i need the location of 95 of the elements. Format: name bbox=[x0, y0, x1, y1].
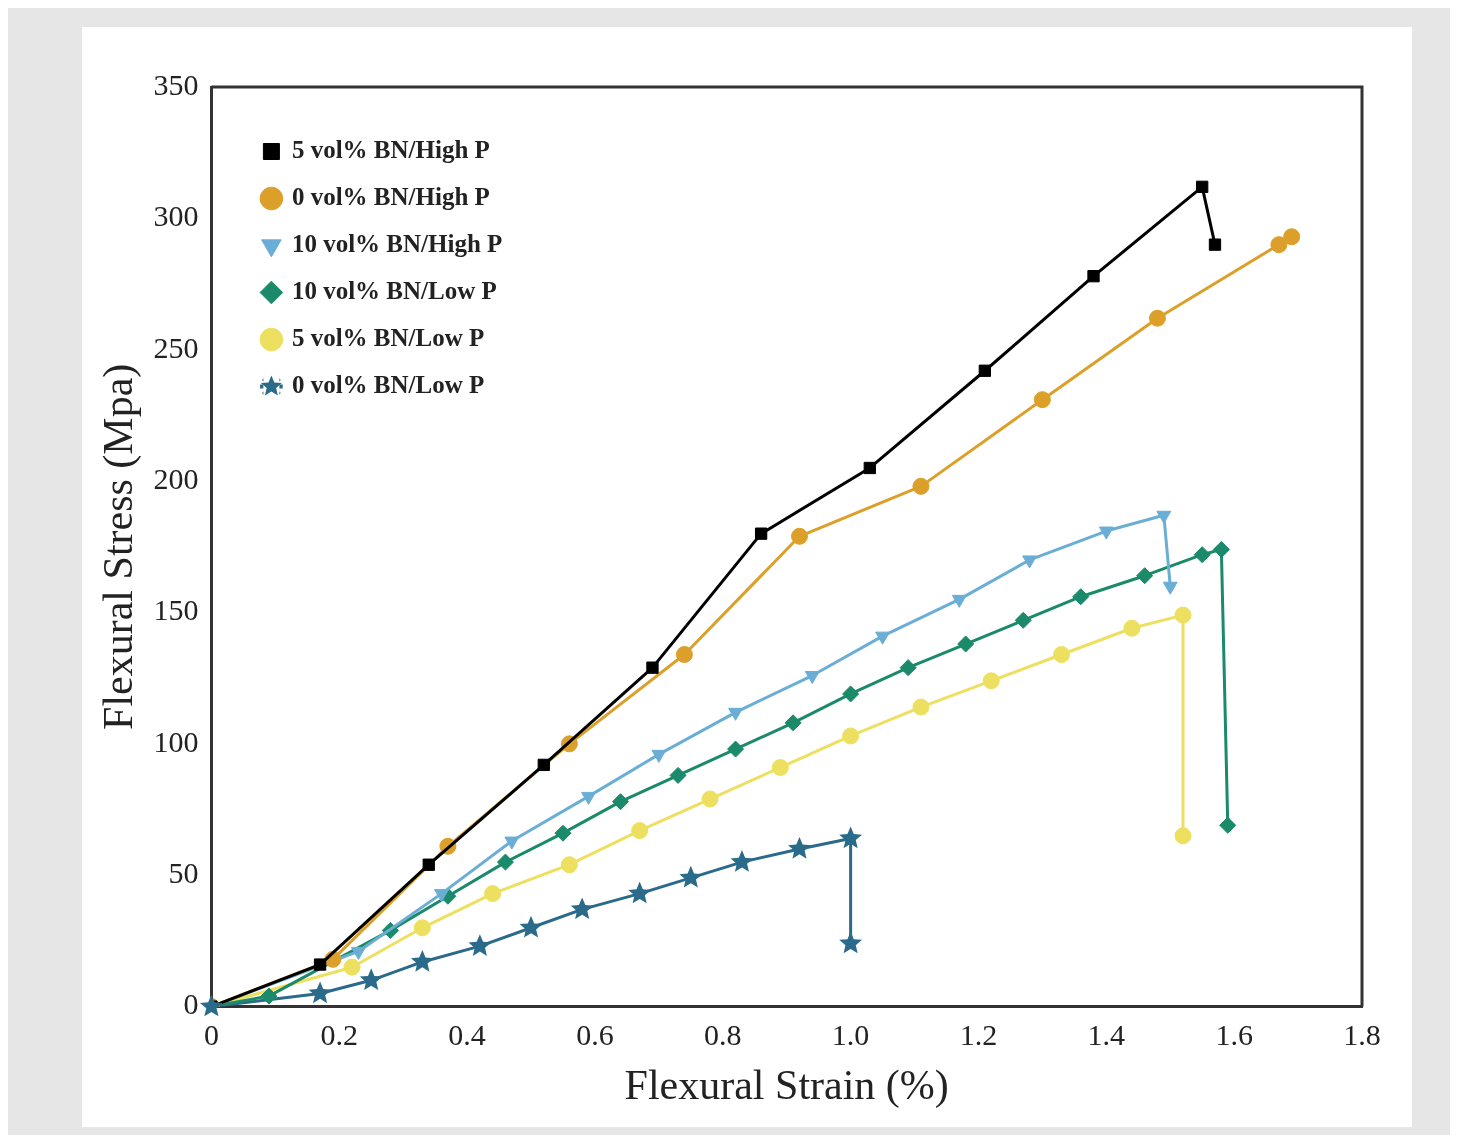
point bbox=[899, 659, 917, 677]
point bbox=[788, 836, 811, 859]
point bbox=[1014, 611, 1032, 629]
point bbox=[554, 824, 572, 842]
point bbox=[537, 758, 550, 772]
point bbox=[560, 856, 578, 874]
point bbox=[754, 527, 768, 540]
y-axis-title: Flexural Stress (Mpa) bbox=[95, 363, 143, 730]
point bbox=[1136, 567, 1154, 585]
legend-label: 0 vol% BN/Low P bbox=[291, 370, 485, 398]
point bbox=[313, 958, 327, 971]
legend-label: 10 vol% BN/Low P bbox=[291, 276, 497, 304]
x-tick-label: 0.4 bbox=[448, 1018, 486, 1052]
x-tick-label: 1.2 bbox=[959, 1018, 998, 1052]
point bbox=[1174, 827, 1192, 845]
point bbox=[842, 727, 860, 745]
x-tick-label: 0.6 bbox=[576, 1018, 614, 1052]
point bbox=[199, 994, 223, 1017]
point bbox=[790, 527, 808, 545]
point bbox=[519, 915, 543, 938]
point bbox=[1196, 180, 1209, 193]
point bbox=[1033, 391, 1051, 409]
y-tick-label: 300 bbox=[153, 199, 199, 233]
point bbox=[1208, 238, 1222, 251]
x-tick-label: 1.4 bbox=[1087, 1018, 1126, 1052]
y-tick-label: 350 bbox=[153, 67, 199, 101]
point bbox=[1098, 526, 1114, 540]
point bbox=[675, 646, 693, 664]
point bbox=[1219, 816, 1237, 834]
point bbox=[1193, 546, 1211, 564]
legend-label: 5 vol% BN/High P bbox=[291, 135, 490, 163]
point bbox=[701, 790, 719, 808]
point bbox=[581, 791, 596, 805]
y-tick-label: 250 bbox=[153, 330, 199, 364]
point bbox=[957, 635, 975, 653]
point bbox=[863, 461, 876, 475]
point bbox=[727, 740, 745, 758]
x-axis-title: Flexural Strain (%) bbox=[624, 1061, 949, 1109]
point bbox=[496, 853, 514, 871]
point bbox=[308, 981, 332, 1004]
point bbox=[839, 931, 863, 954]
legend-label: 5 vol% BN/Low P bbox=[291, 323, 485, 351]
point bbox=[413, 919, 431, 937]
point bbox=[1087, 270, 1100, 283]
point bbox=[628, 881, 652, 904]
point bbox=[468, 934, 492, 956]
point bbox=[951, 594, 967, 608]
point bbox=[839, 826, 863, 849]
point bbox=[651, 749, 667, 763]
point bbox=[1148, 309, 1166, 327]
point bbox=[875, 631, 891, 645]
point bbox=[410, 949, 434, 972]
point bbox=[260, 987, 278, 1005]
point bbox=[771, 759, 789, 776]
point bbox=[612, 793, 629, 811]
y-tick-label: 150 bbox=[153, 593, 199, 627]
point bbox=[978, 364, 992, 377]
point bbox=[669, 766, 687, 784]
point bbox=[350, 946, 366, 960]
point bbox=[912, 698, 930, 716]
point bbox=[1072, 588, 1090, 606]
point bbox=[1174, 606, 1192, 624]
point bbox=[570, 897, 594, 920]
point bbox=[1156, 510, 1172, 524]
x-tick-label: 1.6 bbox=[1215, 1018, 1253, 1052]
point bbox=[679, 865, 703, 888]
y-tick-label: 100 bbox=[153, 724, 199, 758]
x-tick-label: 1.0 bbox=[831, 1018, 870, 1052]
x-tick-label: 0.2 bbox=[320, 1018, 358, 1052]
point bbox=[982, 672, 1000, 690]
point bbox=[343, 958, 361, 976]
y-tick-label: 50 bbox=[168, 856, 199, 890]
point bbox=[484, 885, 502, 903]
point bbox=[359, 968, 383, 991]
point bbox=[646, 661, 659, 674]
legend-label: 10 vol% BN/High P bbox=[291, 229, 503, 257]
y-tick-label: 0 bbox=[183, 987, 199, 1021]
point bbox=[730, 850, 754, 872]
point bbox=[728, 707, 743, 721]
point bbox=[912, 477, 930, 495]
y-tick-label: 200 bbox=[153, 461, 199, 495]
point bbox=[1022, 555, 1038, 569]
point bbox=[422, 858, 435, 871]
x-tick-label: 1.8 bbox=[1343, 1018, 1381, 1052]
point bbox=[1053, 646, 1071, 664]
point bbox=[784, 714, 802, 732]
point bbox=[1270, 236, 1288, 254]
point bbox=[1212, 540, 1230, 558]
x-tick-label: 0.8 bbox=[704, 1018, 742, 1052]
legend-label: 0 vol% BN/High P bbox=[291, 182, 490, 210]
point bbox=[842, 685, 860, 703]
point bbox=[631, 822, 649, 840]
point bbox=[1123, 619, 1141, 637]
point bbox=[1162, 581, 1178, 595]
point bbox=[1283, 228, 1301, 246]
